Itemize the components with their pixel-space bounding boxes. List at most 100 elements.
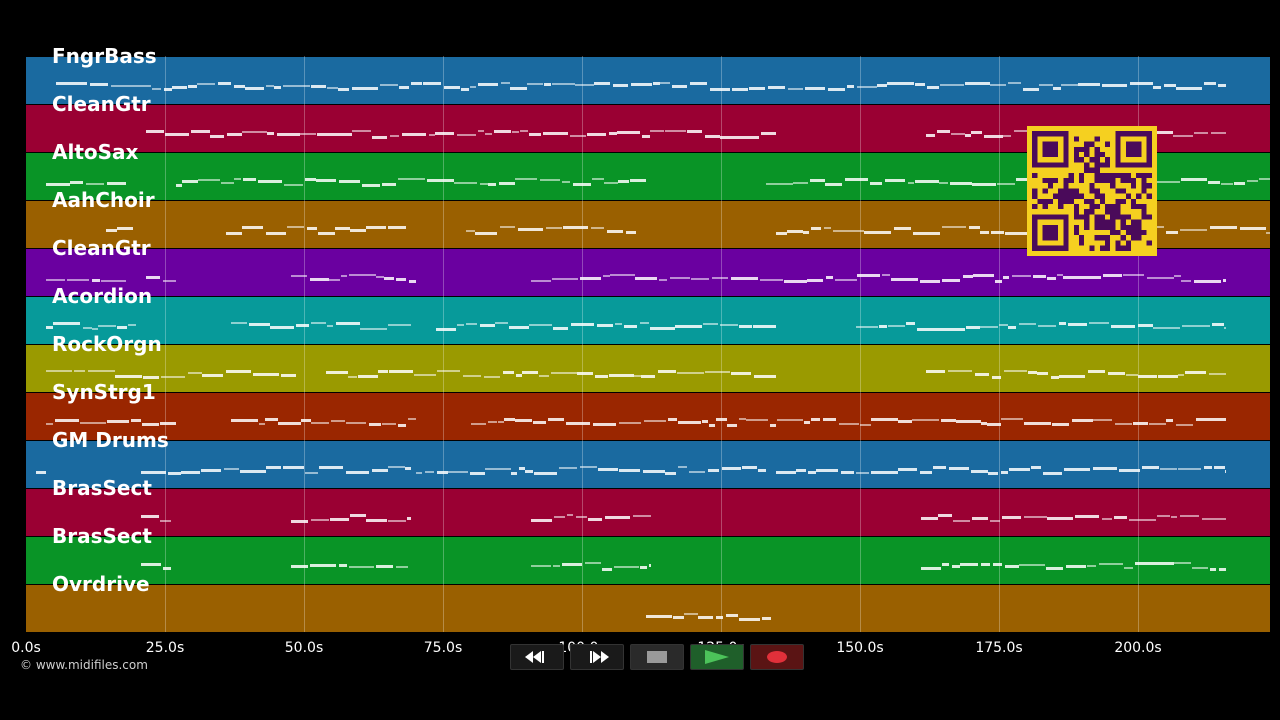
note-mark xyxy=(641,375,655,378)
note-mark xyxy=(520,130,528,132)
note-mark xyxy=(352,87,378,90)
note-mark xyxy=(1129,519,1156,521)
track-lane xyxy=(26,56,1270,104)
note-mark xyxy=(712,277,728,279)
note-mark xyxy=(131,85,151,87)
note-mark xyxy=(1185,371,1196,374)
note-mark xyxy=(372,469,388,472)
note-mark xyxy=(46,279,65,281)
note-mark xyxy=(624,325,637,328)
record-button[interactable] xyxy=(750,644,804,670)
note-mark xyxy=(283,85,310,87)
copyright-text: © www.midifiles.com xyxy=(20,658,148,672)
note-mark xyxy=(710,88,730,91)
note-mark xyxy=(921,567,941,570)
note-mark xyxy=(405,467,411,470)
note-mark xyxy=(1194,280,1221,283)
note-mark xyxy=(470,86,476,88)
note-mark xyxy=(181,471,200,474)
qr-code-icon xyxy=(1027,126,1157,256)
note-mark xyxy=(839,230,864,232)
note-mark xyxy=(731,372,751,375)
fast-forward-button[interactable] xyxy=(570,644,624,670)
note-mark xyxy=(231,322,247,324)
note-mark xyxy=(1130,82,1153,85)
note-mark xyxy=(592,178,604,180)
note-mark xyxy=(1221,183,1233,185)
note-mark xyxy=(691,278,709,280)
note-mark xyxy=(327,325,333,327)
note-mark xyxy=(660,82,670,84)
note-mark xyxy=(407,517,411,520)
note-mark xyxy=(457,134,476,136)
note-mark xyxy=(316,179,336,182)
gridline xyxy=(582,56,583,632)
note-mark xyxy=(845,178,868,181)
note-mark xyxy=(1061,84,1078,86)
note-mark xyxy=(327,87,338,89)
note-mark xyxy=(580,466,597,468)
note-mark xyxy=(399,86,409,89)
note-mark xyxy=(245,87,264,90)
note-mark xyxy=(527,83,543,85)
note-mark xyxy=(788,88,803,90)
note-mark xyxy=(906,322,915,325)
note-mark xyxy=(1033,275,1046,278)
note-mark xyxy=(634,375,641,377)
note-mark xyxy=(1014,130,1034,132)
note-mark xyxy=(143,376,159,379)
note-mark xyxy=(531,519,552,522)
note-mark xyxy=(317,133,328,136)
note-mark xyxy=(1005,565,1019,568)
note-mark xyxy=(912,419,939,421)
note-mark xyxy=(270,326,294,329)
note-mark xyxy=(358,375,378,378)
note-mark xyxy=(746,419,768,421)
note-mark xyxy=(898,468,917,471)
note-mark xyxy=(1208,181,1220,184)
note-mark xyxy=(86,183,104,185)
note-mark xyxy=(1003,276,1009,279)
note-mark xyxy=(283,466,304,469)
note-mark xyxy=(1003,135,1011,137)
track-lane xyxy=(26,584,1270,632)
note-mark xyxy=(494,130,511,133)
note-mark xyxy=(1210,226,1237,229)
note-mark xyxy=(551,372,577,374)
note-mark xyxy=(1066,565,1086,568)
note-mark xyxy=(553,327,568,330)
note-mark xyxy=(416,472,422,474)
note-mark xyxy=(1174,275,1181,277)
note-mark xyxy=(951,133,965,135)
stop-button[interactable] xyxy=(630,644,684,670)
note-mark xyxy=(461,88,469,91)
note-mark xyxy=(940,84,964,86)
note-mark xyxy=(470,472,485,475)
note-mark xyxy=(643,470,665,473)
note-mark xyxy=(702,420,708,423)
note-mark xyxy=(548,418,564,421)
note-mark xyxy=(414,374,436,376)
note-mark xyxy=(1210,568,1216,571)
note-mark xyxy=(168,472,181,475)
track-label: Acordion xyxy=(52,284,153,308)
note-mark xyxy=(291,275,307,277)
note-mark xyxy=(329,279,340,281)
note-mark xyxy=(378,370,388,373)
note-mark xyxy=(984,135,1003,138)
note-mark xyxy=(1052,423,1069,426)
note-mark xyxy=(1157,181,1180,183)
rewind-button[interactable] xyxy=(510,644,564,670)
note-mark xyxy=(1028,371,1037,374)
note-mark xyxy=(698,616,713,619)
note-mark xyxy=(1166,231,1178,234)
note-mark xyxy=(531,565,551,567)
note-mark xyxy=(1178,374,1184,376)
note-mark xyxy=(437,471,448,474)
play-button[interactable] xyxy=(690,644,744,670)
note-mark xyxy=(552,83,575,85)
note-mark xyxy=(265,418,278,421)
note-mark xyxy=(926,370,945,373)
note-mark xyxy=(331,420,345,422)
note-mark xyxy=(879,325,887,328)
